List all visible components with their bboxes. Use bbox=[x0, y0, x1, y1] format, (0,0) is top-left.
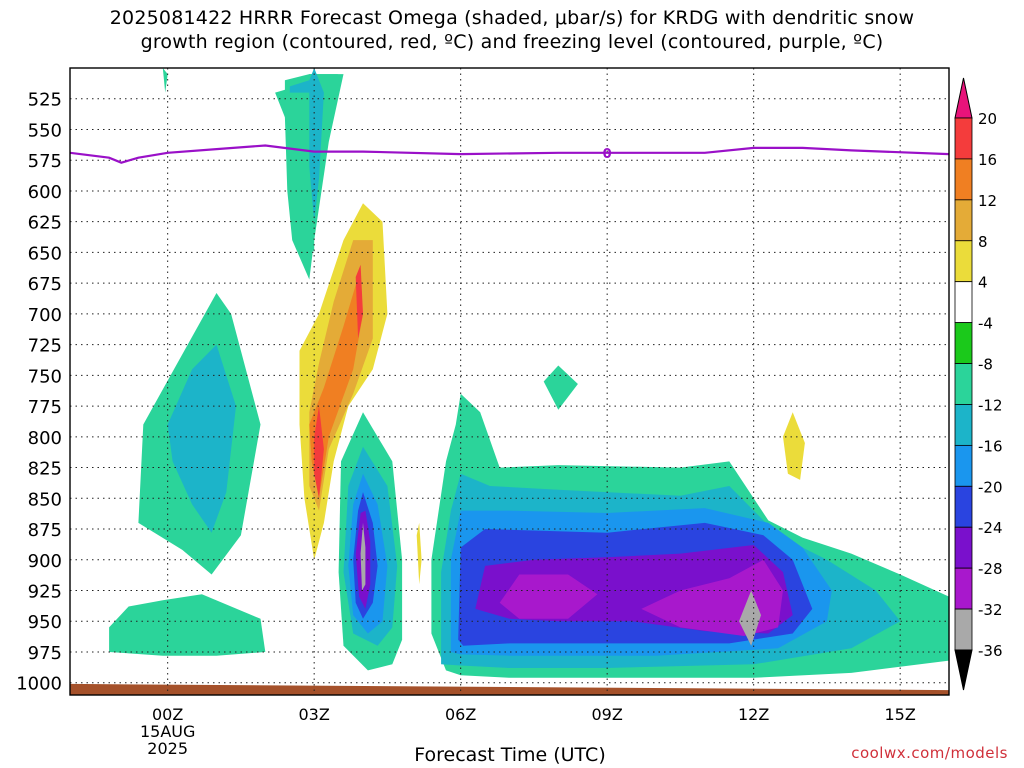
colorbar-swatch bbox=[954, 485, 973, 528]
y-tick-label: 825 bbox=[28, 459, 62, 480]
title-line-2: growth region (contoured, red, ºC) and f… bbox=[140, 31, 884, 53]
freezing-level-line bbox=[70, 144, 949, 164]
y-tick-label: 1000 bbox=[16, 674, 62, 695]
x-tick-label: 15Z bbox=[885, 705, 916, 724]
colorbar-label: 4 bbox=[978, 274, 988, 292]
omega-region-1 bbox=[167, 344, 236, 533]
freezing-level-label: 0 bbox=[603, 147, 612, 162]
colorbar-swatch bbox=[954, 240, 973, 283]
omega-shading bbox=[70, 68, 949, 695]
y-tick-label: 625 bbox=[28, 213, 62, 234]
colorbar-label: -24 bbox=[978, 519, 1003, 537]
colorbar-swatch bbox=[954, 117, 973, 160]
colorbar-swatch bbox=[954, 281, 973, 324]
y-tick-label: 925 bbox=[28, 582, 62, 603]
colorbar-swatch bbox=[954, 444, 973, 487]
colorbar-label: -8 bbox=[978, 356, 993, 374]
y-tick-label: 525 bbox=[28, 90, 62, 111]
grid-lines bbox=[70, 68, 949, 695]
x-tick-label: 00Z bbox=[152, 705, 183, 724]
colorbar-swatch bbox=[954, 526, 973, 569]
colorbar-label: 16 bbox=[978, 151, 997, 169]
omega-region-7 bbox=[314, 406, 324, 499]
colorbar-min-arrow bbox=[954, 649, 973, 691]
y-tick-label: 950 bbox=[28, 612, 62, 633]
omega-region-29 bbox=[739, 590, 761, 646]
credit-link[interactable]: coolwx.com/models bbox=[851, 744, 1008, 762]
colorbar-swatch bbox=[954, 404, 973, 446]
omega-region-12 bbox=[289, 80, 315, 93]
colorbar-swatch bbox=[954, 363, 973, 405]
omega-region-2 bbox=[109, 594, 266, 656]
chart-title: 2025081422 HRRR Forecast Omega (shaded, … bbox=[0, 6, 1024, 54]
y-tick-label: 800 bbox=[28, 428, 62, 449]
colorbar-label: -12 bbox=[978, 396, 1003, 414]
colorbar-swatch bbox=[954, 567, 973, 610]
freezing-level-contour: 0 bbox=[70, 144, 949, 164]
colorbar-label: -28 bbox=[978, 560, 1003, 578]
x-axis-label: Forecast Time (UTC) bbox=[414, 744, 606, 766]
omega-region-11 bbox=[309, 68, 324, 222]
omega-region-18 bbox=[360, 522, 366, 591]
colorbar-swatch bbox=[954, 199, 973, 242]
colorbar-label: 12 bbox=[978, 192, 997, 210]
y-tick-label: 600 bbox=[28, 182, 62, 203]
x-tick-label: 09Z bbox=[592, 705, 623, 724]
pressure-axis: 525 550 575 600 625 650 675 700 725 750 775 800 825 8… bbox=[16, 90, 62, 695]
x-tick-label: 03Z bbox=[299, 705, 330, 724]
x-tick-sublabel: 15AUG bbox=[140, 722, 195, 741]
colorbar-label: -36 bbox=[978, 642, 1003, 660]
colorbar-label: -16 bbox=[978, 437, 1003, 455]
colorbar-swatch bbox=[954, 158, 973, 201]
y-tick-label: 750 bbox=[28, 366, 62, 387]
x-tick-sublabel: 2025 bbox=[147, 739, 188, 758]
y-tick-label: 575 bbox=[28, 151, 62, 172]
y-tick-label: 650 bbox=[28, 243, 62, 264]
colorbar-label: -20 bbox=[978, 478, 1003, 496]
colorbar-swatch bbox=[954, 608, 973, 651]
y-tick-label: 725 bbox=[28, 336, 62, 357]
title-line-1: 2025081422 HRRR Forecast Omega (shaded, … bbox=[109, 7, 915, 29]
colorbar: 20 16 12 8 4 -4 -8 -12 -16 -20 -24 -28 -32 -36 bbox=[954, 77, 1003, 691]
omega-region-20 bbox=[416, 522, 422, 585]
colorbar-swatch bbox=[954, 322, 973, 364]
y-tick-label: 675 bbox=[28, 274, 62, 295]
y-tick-label: 850 bbox=[28, 489, 62, 510]
omega-region-32 bbox=[402, 74, 461, 124]
surface-band bbox=[70, 683, 949, 695]
omega-region-8 bbox=[355, 264, 363, 339]
omega-region-33 bbox=[162, 68, 168, 93]
y-tick-label: 975 bbox=[28, 643, 62, 664]
plot-frame bbox=[69, 67, 950, 696]
y-tick-label: 550 bbox=[28, 120, 62, 141]
omega-region-27 bbox=[499, 574, 598, 619]
omega-region-21 bbox=[543, 365, 578, 410]
colorbar-label: 8 bbox=[978, 233, 988, 251]
colorbar-max-arrow bbox=[954, 77, 973, 119]
colorbar-label: 20 bbox=[978, 110, 997, 128]
y-tick-label: 700 bbox=[28, 305, 62, 326]
colorbar-label: -4 bbox=[978, 315, 993, 333]
x-tick-label: 06Z bbox=[445, 705, 476, 724]
y-tick-label: 775 bbox=[28, 397, 62, 418]
y-tick-label: 900 bbox=[28, 551, 62, 572]
omega-region-31 bbox=[783, 412, 805, 480]
colorbar-label: -32 bbox=[978, 601, 1003, 619]
x-tick-label: 12Z bbox=[738, 705, 769, 724]
y-tick-label: 875 bbox=[28, 520, 62, 541]
